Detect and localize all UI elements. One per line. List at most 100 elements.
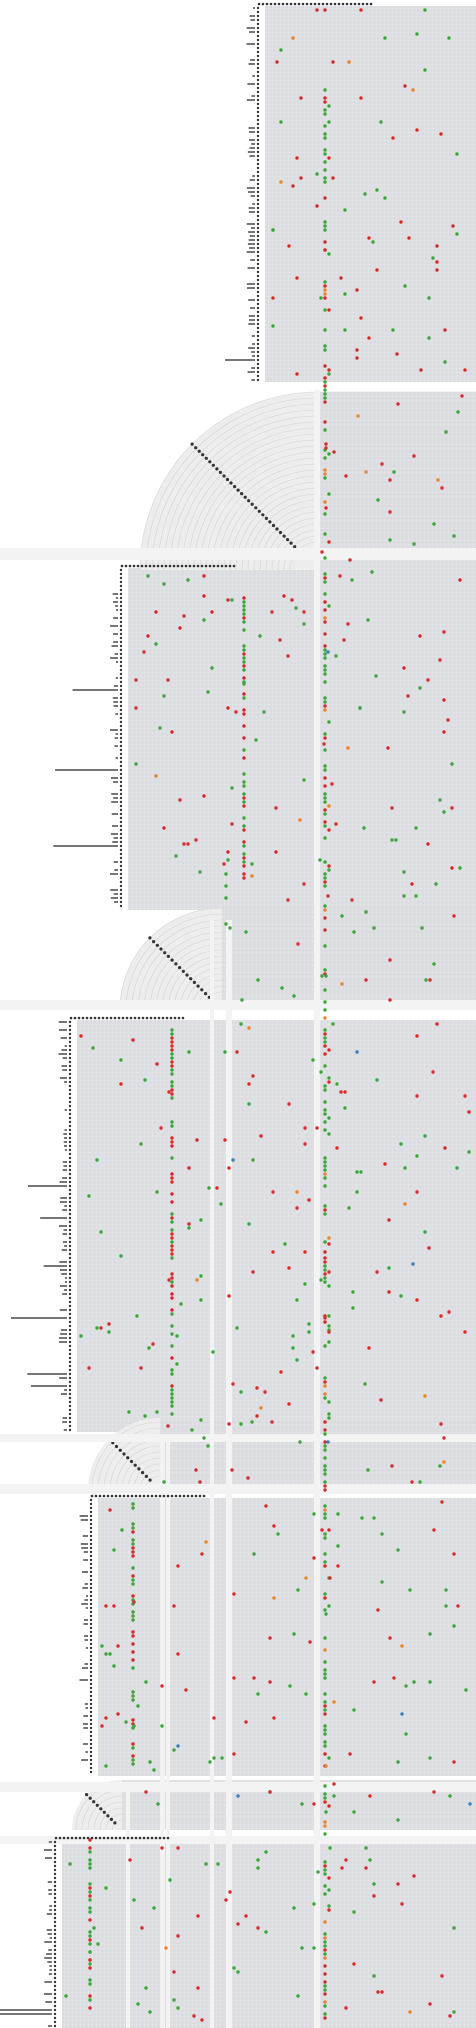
row-bar <box>85 1607 88 1609</box>
dot <box>290 598 294 602</box>
row-tick <box>256 222 260 226</box>
row-bar <box>247 267 255 269</box>
row-tick <box>256 30 260 34</box>
header-node <box>74 1836 78 1840</box>
dot <box>242 676 246 680</box>
dot <box>323 1596 327 1600</box>
dot <box>251 1074 255 1078</box>
dot <box>170 1036 174 1040</box>
row-bar <box>64 1081 67 1083</box>
dot <box>242 664 246 668</box>
panel-grid <box>128 568 476 910</box>
row-bar <box>113 797 118 799</box>
dot <box>119 1082 123 1086</box>
row-bar <box>246 27 255 29</box>
row-bar <box>85 1647 88 1649</box>
dot <box>432 1528 436 1532</box>
row-tick <box>256 214 260 218</box>
row-tick <box>256 330 260 334</box>
dot <box>323 1824 327 1828</box>
dot <box>368 1794 372 1798</box>
dot <box>268 1790 272 1794</box>
dot <box>170 1064 174 1068</box>
dot <box>131 1594 135 1598</box>
dot <box>323 876 327 880</box>
dot <box>323 1156 327 1160</box>
row-bar <box>62 1293 67 1295</box>
dot <box>212 1756 216 1760</box>
row-tick <box>119 724 123 728</box>
dot <box>152 1906 156 1910</box>
dot <box>323 96 327 100</box>
header-node <box>106 1494 110 1498</box>
arc-node <box>243 495 247 499</box>
dot <box>323 652 327 656</box>
header-node <box>200 564 204 568</box>
dot <box>323 1392 327 1396</box>
row-tick <box>68 1260 72 1264</box>
dot <box>176 1934 180 1938</box>
row-tick <box>89 1706 93 1710</box>
dot <box>295 1206 299 1210</box>
dot <box>131 1718 135 1722</box>
row-bar <box>249 155 255 157</box>
arc-node <box>148 936 152 940</box>
dot <box>323 1168 327 1172</box>
dot <box>100 1644 104 1648</box>
dot <box>176 2006 180 2010</box>
row-tick <box>119 604 123 608</box>
arc-node <box>189 977 193 981</box>
dot <box>242 656 246 660</box>
row-bar <box>64 1149 67 1151</box>
row-tick <box>119 780 123 784</box>
row-bar <box>81 1603 88 1605</box>
dot <box>170 1372 174 1376</box>
dot <box>323 472 327 476</box>
row-tick <box>53 1872 57 1876</box>
dot <box>170 1384 174 1388</box>
row-tick <box>119 788 123 792</box>
row-tick <box>68 1088 72 1092</box>
dot <box>232 1966 236 1970</box>
dot <box>332 1782 336 1786</box>
dot <box>162 694 166 698</box>
dot <box>88 1918 92 1922</box>
row-tick <box>68 1384 72 1388</box>
dot <box>286 898 290 902</box>
header-node <box>164 564 168 568</box>
dot <box>391 136 395 140</box>
dot <box>323 1940 327 1944</box>
row-tick <box>68 1340 72 1344</box>
dot <box>88 1942 92 1946</box>
dot <box>323 1744 327 1748</box>
arc-panel-grid <box>318 392 476 570</box>
arc-node <box>174 962 178 966</box>
row-tick <box>53 1928 57 1932</box>
dot <box>327 1876 331 1880</box>
row-tick <box>256 114 260 118</box>
arc-node <box>113 1821 117 1825</box>
row-bar <box>111 793 118 795</box>
dot <box>250 862 254 866</box>
header-node <box>173 1016 177 1020</box>
dot <box>371 240 375 244</box>
highlight-band <box>160 1440 165 2028</box>
dot <box>170 1284 174 1288</box>
row-tick <box>68 1072 72 1076</box>
dot <box>323 1320 327 1324</box>
dot <box>323 1432 327 1436</box>
row-tick <box>119 632 123 636</box>
row-tick <box>68 1064 72 1068</box>
dot <box>170 1344 174 1348</box>
row-tick <box>68 1320 72 1324</box>
dot <box>420 926 424 930</box>
dot <box>452 1624 456 1628</box>
dot <box>323 148 327 152</box>
dot <box>131 1754 135 1758</box>
row-tick <box>256 62 260 66</box>
row-tick <box>119 628 123 632</box>
row-bar <box>47 1961 52 1963</box>
row-tick <box>119 612 123 616</box>
row-tick <box>68 1120 72 1124</box>
dot <box>104 1886 108 1890</box>
